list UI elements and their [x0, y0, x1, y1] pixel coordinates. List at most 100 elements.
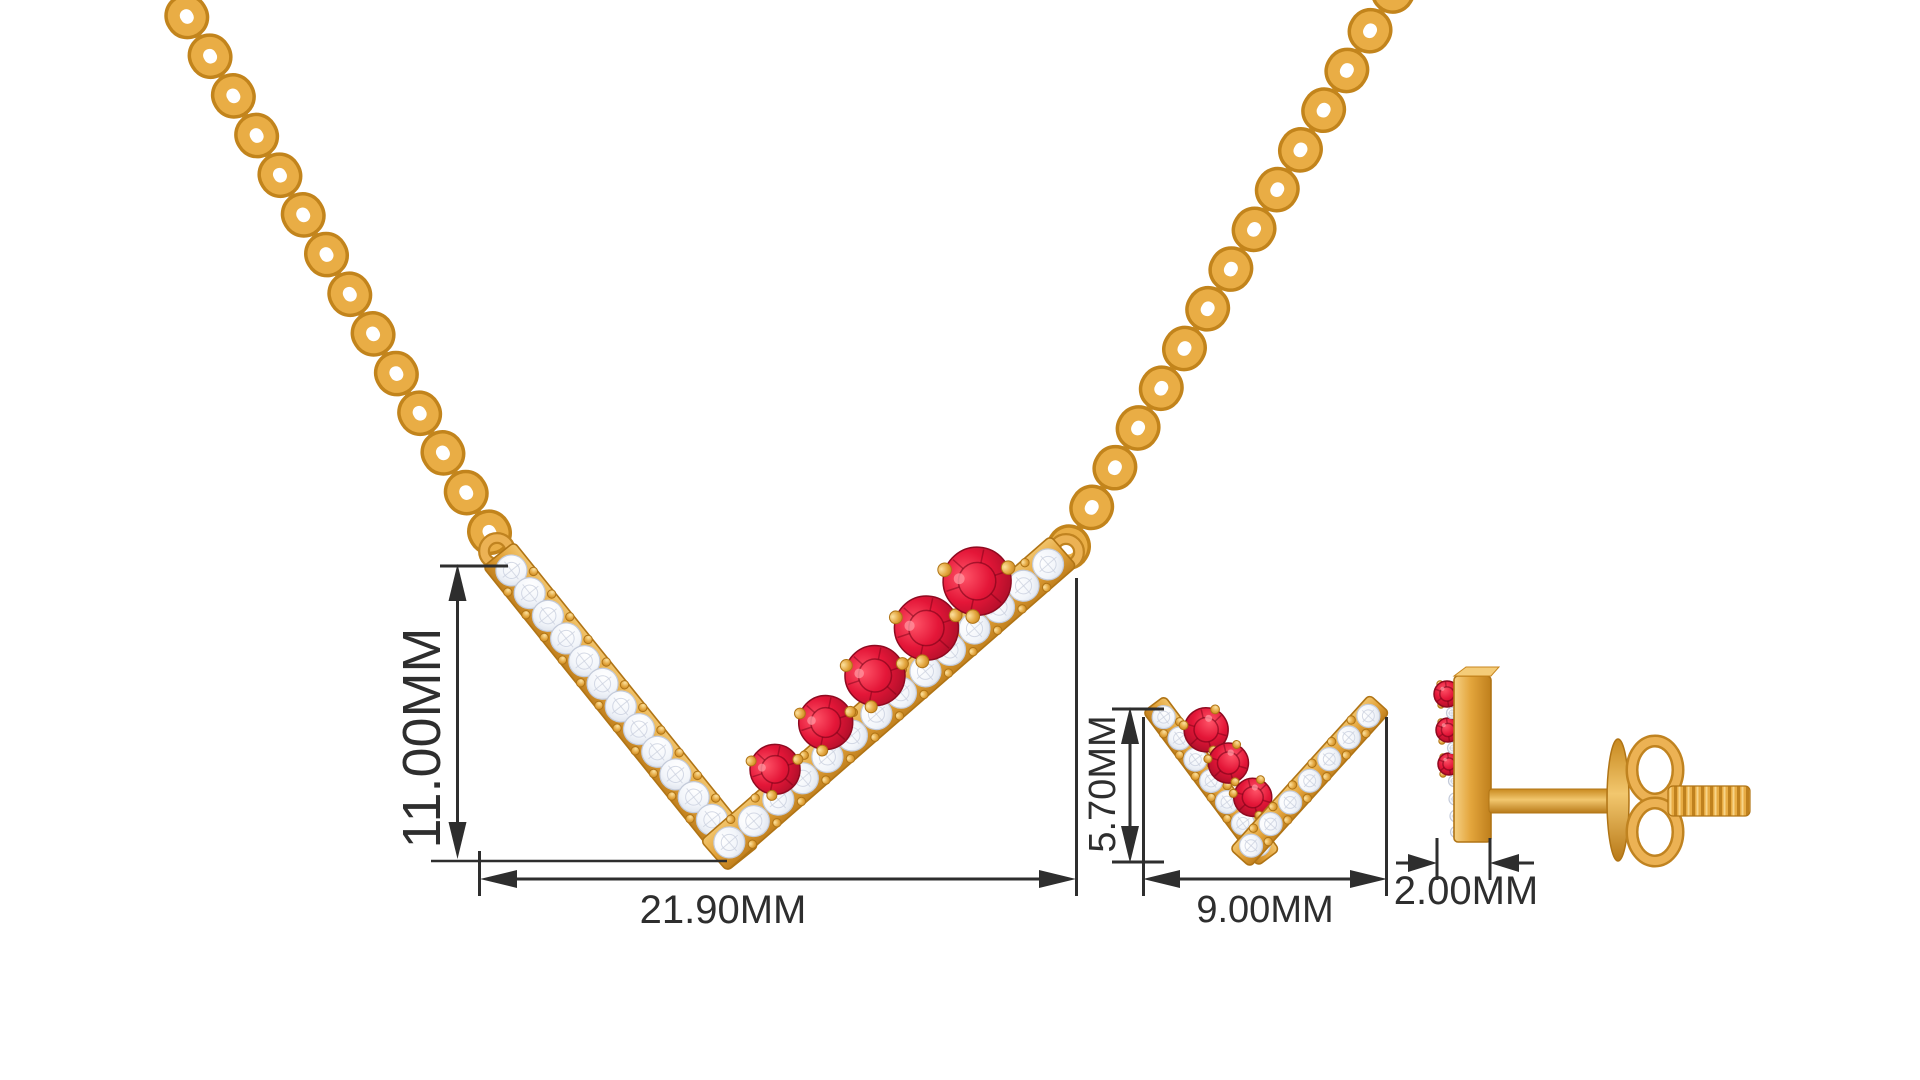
- prong-dot: [648, 768, 659, 779]
- prong-dot: [1322, 771, 1332, 782]
- prong-dot: [864, 700, 878, 714]
- prong-dot: [557, 655, 568, 665]
- prong-dot: [747, 839, 758, 849]
- prong-dot: [674, 748, 684, 758]
- dim-earring-width: [1142, 717, 1388, 896]
- prong-dot: [1041, 582, 1052, 593]
- prong-dot: [1346, 715, 1356, 725]
- prong-dot: [894, 711, 905, 721]
- earring-width-label: 9.00MM: [1196, 889, 1334, 931]
- prong-dot: [1283, 815, 1293, 825]
- chevron-pendant: [478, 532, 1085, 870]
- dim-earring-depth: [1396, 838, 1534, 880]
- prong-dot: [692, 770, 703, 781]
- prong-dot: [1263, 836, 1273, 847]
- prong-dot: [992, 625, 1003, 635]
- prong-dot: [1017, 604, 1027, 614]
- prong-dot: [666, 791, 677, 801]
- prong-dot: [710, 793, 721, 803]
- prong-dot: [1361, 728, 1371, 739]
- prong-dot: [816, 744, 829, 757]
- ruby-stone: [749, 743, 801, 796]
- ruby-stone: [893, 595, 960, 661]
- prong-dot: [888, 610, 903, 625]
- prong-dot: [1020, 557, 1030, 568]
- ruby-stone: [942, 546, 1012, 616]
- prong-dot: [1232, 740, 1242, 750]
- prong-dot: [1341, 750, 1352, 760]
- prong-dot: [766, 789, 778, 801]
- pendant-height-label: 11.00MM: [392, 627, 452, 849]
- dimension-annotations: [431, 564, 1534, 896]
- prong-dot: [565, 612, 575, 622]
- prong-dot: [796, 796, 807, 807]
- prong-dot: [601, 657, 611, 667]
- prong-dot: [821, 775, 831, 785]
- prong-dot: [726, 814, 736, 825]
- prong-dot: [528, 566, 539, 577]
- prong-dot: [630, 746, 640, 756]
- earring-depth-label: 2.00MM: [1393, 869, 1539, 913]
- prong-dot: [619, 680, 630, 690]
- butterfly-loops: [1625, 734, 1685, 868]
- prong-dot: [968, 646, 978, 657]
- pendant-right-arm-rubies: [701, 537, 1076, 870]
- prong-dot: [943, 668, 954, 678]
- side-bar: [1453, 675, 1492, 843]
- prong-dot: [915, 654, 930, 669]
- prong-dot: [594, 700, 604, 711]
- prong-dot: [539, 632, 549, 643]
- prong-dot: [1228, 788, 1238, 798]
- dim-pendant-width: [478, 578, 1078, 896]
- earring-left-arm-rubies: [1144, 697, 1279, 865]
- ruby-stone: [1207, 742, 1250, 784]
- stud-earring-front-view: [1144, 695, 1389, 866]
- prong-dot: [750, 793, 760, 803]
- prong-dot: [1302, 793, 1313, 804]
- prong-dot: [583, 634, 593, 645]
- prong-dot: [919, 689, 929, 700]
- prong-dot: [845, 753, 856, 764]
- earring-right-arm-diamonds: [1231, 695, 1389, 866]
- prong-dot: [1307, 758, 1317, 768]
- pendant-left-arm-diamonds: [484, 543, 758, 870]
- prong-dot: [575, 678, 586, 688]
- side-bar-top-face: [1452, 666, 1501, 677]
- prong-dot: [1203, 754, 1213, 764]
- prong-dot: [502, 587, 513, 597]
- prong-dot: [1222, 814, 1232, 824]
- prong-dot: [638, 702, 648, 713]
- dim-earring-height: [1112, 707, 1164, 864]
- prong-dot: [794, 707, 806, 720]
- prong-dot: [1326, 736, 1337, 747]
- prong-dot: [612, 723, 622, 733]
- prong-dot: [1210, 704, 1220, 715]
- prong-dot: [1178, 720, 1189, 731]
- prong-dot: [965, 609, 981, 624]
- prong-dot: [870, 732, 880, 742]
- prong-dot: [521, 610, 531, 620]
- prong-dot: [745, 755, 757, 767]
- prong-dot: [656, 725, 666, 735]
- prong-dot: [1268, 801, 1278, 812]
- prong-dot: [772, 818, 782, 828]
- prong-dot: [1000, 560, 1016, 575]
- ruby-stone: [797, 694, 854, 751]
- prong-dot: [685, 814, 695, 824]
- earring-height-label: 5.70MM: [1082, 715, 1124, 853]
- screw-thread: [1667, 785, 1751, 817]
- prong-dot: [1287, 780, 1298, 790]
- prong-dot: [844, 705, 857, 718]
- prong-dot: [1255, 775, 1265, 785]
- ruby-stone: [844, 644, 906, 707]
- necklace-chain-right: [1046, 0, 1414, 570]
- prong-dot: [895, 657, 909, 671]
- prong-dot: [1158, 729, 1169, 739]
- prong-dot: [1206, 792, 1216, 803]
- prong-dot: [937, 562, 952, 578]
- pendant-width-label: 21.90MM: [639, 888, 807, 932]
- prong-dot: [546, 589, 557, 599]
- prong-dot: [1190, 771, 1200, 781]
- prong-dot: [839, 659, 853, 673]
